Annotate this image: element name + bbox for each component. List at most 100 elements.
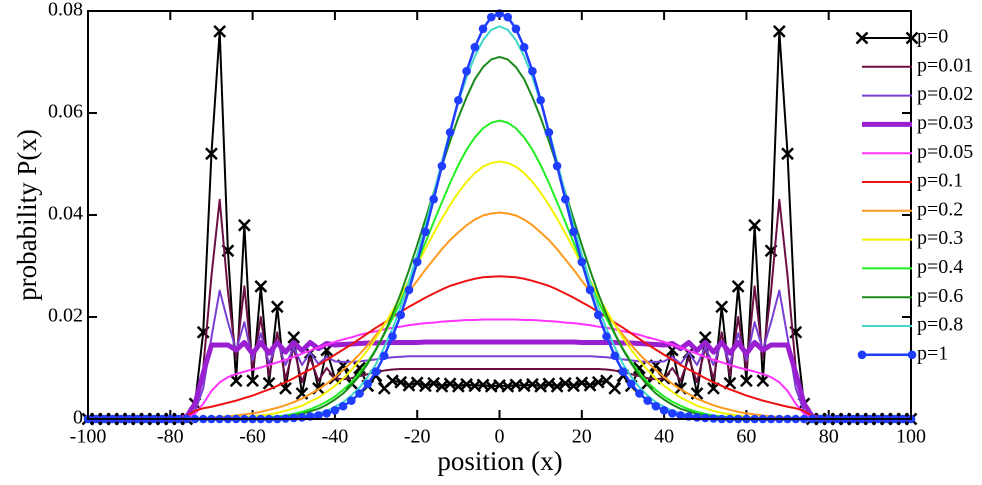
marker-circle [643, 396, 652, 405]
marker-x [213, 25, 227, 38]
x-tick-label: -20 [404, 426, 431, 448]
marker-circle [635, 389, 644, 398]
marker-circle [445, 128, 455, 137]
marker-circle [700, 413, 710, 423]
plot-frame [87, 10, 912, 420]
marker-x [715, 300, 729, 314]
marker-circle [857, 350, 867, 360]
series-line [88, 275, 911, 420]
marker-x [583, 378, 597, 392]
marker-x [394, 375, 408, 389]
marker-x [740, 374, 753, 388]
marker-circle [437, 161, 447, 171]
x-tick-label: -100 [70, 426, 107, 448]
series-line [88, 289, 911, 420]
x-tick-label: 100 [896, 426, 926, 448]
marker-x [427, 376, 441, 390]
marker-x [542, 377, 556, 391]
y-axis-title: probability P(x) [12, 129, 42, 301]
marker-circle [404, 285, 414, 295]
marker-circle [626, 379, 636, 389]
marker-circle [593, 310, 603, 320]
marker-x [781, 147, 794, 161]
x-tick-label: 20 [572, 426, 592, 448]
marker-circle [511, 24, 521, 34]
marker-x [905, 31, 919, 45]
marker-x [443, 377, 457, 391]
y-tick-label: 0 [73, 407, 83, 429]
marker-circle [462, 66, 471, 76]
x-tick-label: 80 [819, 426, 839, 448]
marker-circle [486, 12, 496, 22]
series-line [88, 160, 911, 420]
marker-circle [651, 401, 661, 411]
series-line [88, 30, 911, 420]
legend-label: p=0.8 [917, 314, 963, 336]
series-line [88, 339, 911, 422]
x-tick-label: -60 [239, 426, 266, 448]
series-line [88, 25, 911, 420]
marker-circle [676, 411, 685, 420]
marker-circle [297, 413, 307, 422]
marker-circle [552, 161, 562, 171]
legend-label: p=0.05 [917, 141, 973, 163]
marker-x [246, 374, 259, 388]
marker-circle [692, 413, 702, 422]
x-axis-title: position (x) [437, 446, 562, 476]
marker-x [608, 382, 622, 395]
y-tick-label: 0.08 [48, 0, 83, 21]
x-tick-label: -80 [157, 426, 184, 448]
marker-x [205, 147, 218, 161]
marker-x [756, 374, 770, 388]
marker-circle [355, 389, 364, 398]
series-line [88, 198, 911, 420]
marker-circle [503, 12, 513, 22]
legend-label: p=1 [917, 342, 948, 364]
marker-circle [585, 285, 595, 295]
legend-label: p=0.1 [917, 170, 963, 192]
marker-x [772, 25, 786, 38]
marker-circle [371, 367, 381, 376]
marker-circle [429, 194, 438, 204]
marker-circle [421, 227, 430, 237]
legend-label: p=0.6 [917, 285, 963, 307]
y-tick-label: 0.04 [48, 203, 83, 225]
marker-circle [338, 401, 348, 411]
legend-label: p=0.02 [917, 83, 973, 105]
legend-label: p=0 [917, 26, 948, 48]
marker-x [698, 331, 712, 344]
x-tick-label: 60 [736, 426, 756, 448]
legend-label: p=0.3 [917, 227, 963, 249]
marker-circle [314, 411, 323, 420]
marker-x [229, 374, 243, 388]
marker-circle [528, 66, 537, 76]
x-tick-label: 0 [495, 426, 505, 448]
marker-x [237, 218, 251, 232]
marker-x [410, 376, 424, 390]
marker-x [748, 218, 762, 232]
marker-x [567, 379, 580, 393]
marker-circle [602, 332, 611, 341]
marker-circle [412, 257, 422, 267]
y-tick-label: 0.06 [48, 101, 83, 123]
marker-circle [569, 227, 578, 237]
marker-circle [536, 95, 545, 105]
marker-circle [454, 95, 463, 105]
x-tick-label: 40 [654, 426, 674, 448]
marker-circle [561, 194, 570, 204]
marker-circle [478, 24, 488, 34]
marker-x [287, 331, 301, 344]
marker-x [731, 280, 745, 293]
marker-circle [618, 367, 628, 376]
marker-circle [544, 128, 554, 137]
marker-circle [470, 42, 480, 52]
marker-circle [347, 396, 356, 405]
marker-circle [363, 379, 373, 389]
legend-label: p=0.4 [917, 256, 963, 278]
y-tick-label: 0.02 [48, 305, 83, 327]
marker-circle [577, 257, 587, 267]
marker-x [254, 280, 268, 293]
marker-circle [388, 332, 397, 341]
marker-circle [330, 406, 340, 415]
